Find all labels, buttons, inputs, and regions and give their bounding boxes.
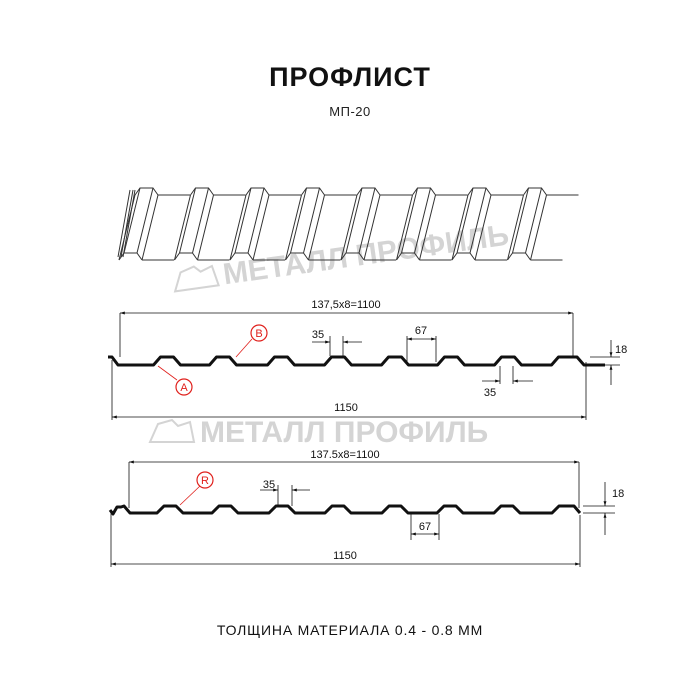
sheet-rib	[412, 187, 436, 196]
model-subtitle: МП-20	[329, 104, 371, 119]
sheet-rib	[190, 187, 214, 196]
sheet-rib	[253, 194, 301, 261]
sheet-rib	[308, 194, 357, 261]
pitch-label: 137,5x8=1100	[311, 299, 380, 311]
height-label: 18	[612, 488, 624, 500]
svg-text:МЕТАЛЛ ПРОФИЛЬ: МЕТАЛЛ ПРОФИЛЬ	[221, 219, 511, 292]
svg-text:МЕТАЛЛ ПРОФИЛЬ: МЕТАЛЛ ПРОФИЛЬ	[200, 416, 488, 449]
sheet-rib	[197, 194, 246, 261]
sheet-rib	[174, 252, 198, 261]
sheet-rib	[285, 187, 325, 261]
sheet-rib	[523, 187, 547, 196]
material-thickness-note: ТОЛЩИНА МАТЕРИАЛА 0.4 - 0.8 ММ	[216, 622, 484, 638]
sheet-rib	[419, 194, 468, 261]
valley-top-label: 67	[415, 325, 427, 337]
profile-1: 137,5x8=1100 1150 35 67 35 18 B A	[108, 299, 627, 420]
marker-b: B	[235, 324, 268, 358]
sheet-3d-illustration	[117, 187, 579, 261]
profile-2-section	[108, 504, 582, 516]
sheet-rib	[467, 187, 492, 196]
valley-label: 67	[419, 521, 431, 533]
svg-text:A: A	[180, 382, 188, 394]
page-title: ПРОФЛИСТ	[269, 62, 431, 92]
sheet-rib	[451, 187, 492, 261]
width-label: 1150	[333, 550, 357, 562]
sheet-rib	[301, 187, 325, 196]
sheet-rib	[229, 187, 270, 261]
sheet-rib	[396, 187, 436, 261]
profile-2: 137.5x8=1100 1150 35 67 18 R	[108, 449, 624, 567]
sheet-rib	[229, 252, 254, 261]
sheet-rib	[530, 194, 579, 261]
sheet-rib	[356, 187, 381, 196]
sheet-rib	[507, 187, 547, 261]
sheet-rib	[340, 187, 381, 261]
marker-a: A	[157, 365, 193, 396]
sheet-rib	[364, 194, 412, 261]
sheet-rib	[134, 187, 159, 196]
svg-text:R: R	[201, 475, 209, 487]
sheet-rib	[174, 187, 214, 261]
marker-r: R	[179, 471, 214, 506]
svg-text:B: B	[255, 328, 262, 340]
sheet-rib	[451, 252, 476, 261]
crest-width-label: 35	[263, 479, 275, 491]
sheet-rib	[285, 252, 309, 261]
sheet-rib	[142, 194, 190, 261]
sheet-rib	[118, 187, 159, 261]
sheet-rib	[396, 252, 420, 261]
height-label: 18	[615, 344, 627, 356]
crest-width-label: 35	[312, 329, 324, 341]
width-label: 1150	[334, 402, 358, 414]
sheet-rib	[507, 252, 531, 261]
bottom-crest-label: 35	[484, 387, 496, 399]
sheet-rib	[118, 252, 143, 261]
profile-1-section	[108, 355, 605, 367]
sheet-rib	[475, 194, 523, 261]
sheet-rib	[340, 252, 365, 261]
watermark-2: МЕТАЛЛ ПРОФИЛЬ	[148, 416, 488, 449]
pitch-label: 137.5x8=1100	[310, 449, 379, 461]
sheet-rib	[117, 189, 136, 258]
sheet-rib	[245, 187, 270, 196]
